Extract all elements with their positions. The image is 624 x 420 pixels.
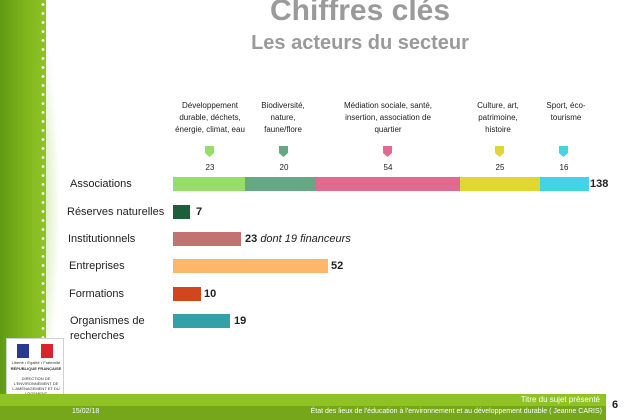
footer-text: État des lieux de l'éducation à l'enviro… <box>310 408 602 415</box>
page-number: 6 <box>606 394 624 420</box>
row-label-institutionnels: Institutionnels <box>68 233 136 245</box>
row-label-organismes: Organismes de recherches <box>70 315 145 342</box>
associations-value: 138 <box>590 178 609 190</box>
category-value: 23 <box>205 163 215 172</box>
category-label: Sport, éco-tourisme <box>546 101 586 122</box>
category-label: Culture, art, patrimoine, histoire <box>477 101 519 134</box>
reserves-value: 7 <box>196 206 203 218</box>
institutionnels-bar <box>173 232 241 246</box>
category-marker-icon <box>279 146 288 157</box>
logo-republique: RÉPUBLIQUE FRANÇAISE <box>10 366 62 371</box>
logo-motto: Liberté • Égalité • Fraternité <box>11 360 61 365</box>
flag-icon <box>17 344 53 358</box>
category-marker-icon <box>559 146 568 157</box>
dotted-edge <box>40 0 46 400</box>
category-label: Développement durable, déchets, énergie,… <box>175 101 245 134</box>
associations-segment-developpement <box>173 177 245 191</box>
row-label-associations: Associations <box>70 178 132 190</box>
category-marker-icon <box>383 146 392 157</box>
logo-direction: DIRECTION DE L'ENVIRONNEMENT DE L'AMÉNAG… <box>12 376 60 396</box>
associations-segment-culture <box>460 177 540 191</box>
footer-date: 15/02/18 <box>72 408 100 415</box>
slide-title: Chiffres clés <box>269 0 451 27</box>
category-label: Médiation sociale, santé, insertion, ass… <box>343 101 433 134</box>
footer-band <box>0 394 606 406</box>
associations-segment-biodiversite <box>245 177 316 191</box>
footer-subject: Titre du sujet présenté <box>520 395 600 404</box>
institutionnels-note: dont 19 financeurs <box>260 233 351 245</box>
row-label-formations: Formations <box>69 288 125 300</box>
formations-bar <box>173 287 201 301</box>
row-label-entreprises: Entreprises <box>69 260 125 272</box>
footer-band-lower <box>0 406 606 420</box>
entreprises-value: 52 <box>331 260 344 272</box>
associations-segment-sport <box>540 177 589 191</box>
formations-value: 10 <box>204 288 217 300</box>
category-value: 54 <box>383 163 393 172</box>
institutionnels-value: 23 dont 19 financeurs <box>245 233 351 245</box>
category-marker-icon <box>495 146 504 157</box>
category-marker-icon <box>205 146 214 157</box>
category-value: 25 <box>495 163 505 172</box>
row-label-reserves: Réserves naturelles <box>67 206 165 218</box>
entreprises-bar <box>173 259 328 273</box>
reserves-bar <box>173 205 190 219</box>
category-label: Biodiversité, nature, faune/flore <box>261 101 305 134</box>
institutionnels-number: 23 <box>245 233 258 245</box>
associations-segment-mediation <box>316 177 460 191</box>
slide-subtitle: Les acteurs du secteur <box>251 32 469 54</box>
category-value: 20 <box>279 163 289 172</box>
category-value: 16 <box>559 163 569 172</box>
organismes-value: 19 <box>234 315 247 327</box>
organismes-bar <box>173 314 230 328</box>
